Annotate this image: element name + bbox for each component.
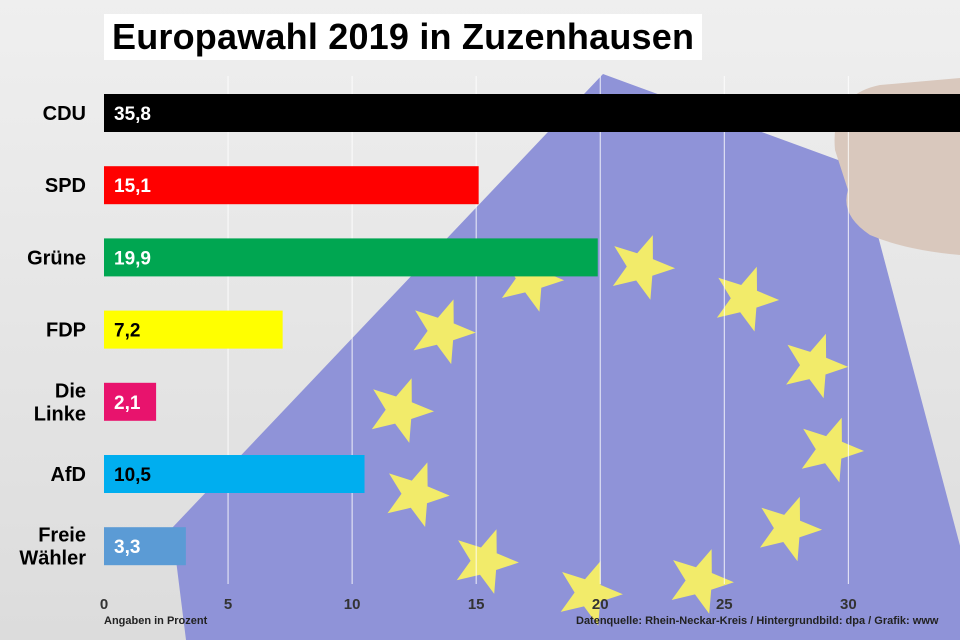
bar-value-label: 10,5: [114, 465, 151, 486]
bar: [104, 455, 365, 493]
x-tick-label: 10: [344, 596, 361, 613]
category-label: Die Linke: [34, 380, 86, 425]
source-note: Datenquelle: Rhein-Neckar-Kreis / Hinter…: [576, 615, 939, 627]
category-label: Freie Wähler: [19, 525, 86, 570]
x-tick-label: 30: [840, 596, 857, 613]
grid-lines: [227, 76, 849, 584]
eu-stars: [371, 235, 864, 626]
bar-value-label: 19,9: [114, 248, 151, 269]
category-labels: CDU SPD Grüne FDP Die Linke AfD Freie Wähler: [19, 103, 86, 570]
x-tick-label: 15: [468, 596, 485, 613]
eu-star-icon: [387, 462, 450, 527]
bar-value-label: 7,2: [114, 321, 140, 342]
category-label: CDU: [43, 103, 86, 125]
eu-star-icon: [801, 417, 864, 483]
bar: [104, 382, 157, 421]
title-box: Europawahl 2019 in Zuzenhausen: [104, 14, 703, 60]
eu-star-icon: [413, 299, 476, 365]
category-label: FDP: [46, 320, 86, 342]
eu-flag-ballot: [172, 74, 960, 640]
x-tick-label: 5: [224, 596, 232, 613]
x-axis-ticks: 0 5 10 15 20 25 30: [100, 596, 857, 613]
bar-value-label: 35,8: [114, 104, 151, 125]
eu-star-icon: [786, 333, 849, 399]
eu-star-icon: [612, 235, 676, 300]
bars: [104, 94, 960, 566]
chart-title: Europawahl 2019 in Zuzenhausen: [112, 16, 695, 57]
bar-value-label: 3,3: [114, 537, 140, 558]
eu-star-icon: [560, 561, 623, 626]
bar: [104, 238, 598, 277]
eu-star-icon: [716, 266, 780, 332]
x-tick-label: 25: [716, 596, 733, 613]
x-tick-label: 0: [100, 596, 108, 613]
eu-star-icon: [371, 378, 434, 443]
eu-star-icon: [760, 496, 823, 562]
category-label: Grüne: [27, 247, 86, 269]
bar: [104, 166, 479, 205]
bar-value-label: 15,1: [114, 176, 151, 197]
category-label: AfD: [50, 464, 86, 486]
bar-value-label: 2,1: [114, 393, 141, 414]
eu-star-icon: [456, 529, 519, 594]
bar: [104, 310, 283, 349]
category-label: SPD: [45, 175, 86, 197]
value-labels: 35,8 15,1 19,9 7,2 2,1 10,5 3,3: [114, 104, 151, 558]
eu-star-icon: [671, 549, 734, 614]
x-axis-label: Angaben in Prozent: [104, 615, 208, 627]
bar: [104, 94, 960, 132]
bar: [104, 527, 186, 566]
x-tick-label: 20: [592, 596, 609, 613]
